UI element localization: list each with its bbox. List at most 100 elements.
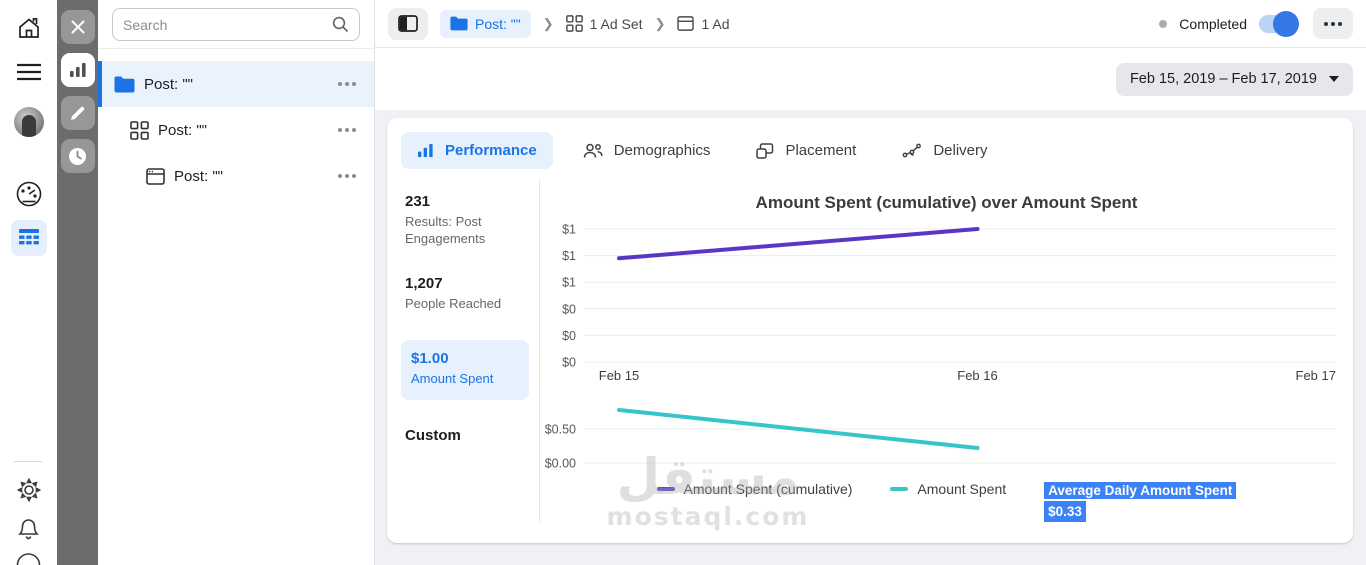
ad-set-grid-icon	[130, 120, 149, 140]
daily-spend-chart: $0.50 $0.00	[545, 407, 1336, 471]
metric-people-reached[interactable]: 1,207 People Reached	[405, 275, 527, 313]
rail-divider	[14, 461, 42, 462]
tree-item-campaign[interactable]: Post: ""	[98, 61, 374, 107]
search-input-box[interactable]	[112, 8, 360, 41]
help-icon[interactable]	[13, 547, 45, 565]
filter-bar: Feb 15, 2019 – Feb 17, 2019	[375, 48, 1366, 110]
breadcrumb-ad[interactable]: 1 Ad	[677, 15, 730, 32]
caret-down-icon	[1329, 76, 1339, 82]
pencil-icon[interactable]	[60, 96, 95, 130]
settings-gear-icon[interactable]	[13, 474, 45, 506]
breadcrumb-ad-label: 1 Ad	[701, 15, 730, 32]
dark-tool-rail	[57, 0, 98, 565]
more-options-icon[interactable]	[338, 82, 356, 86]
tree-item-ad[interactable]: Post: ""	[98, 153, 374, 199]
metric-value: 231	[405, 193, 431, 210]
tree-item-label: Post: ""	[158, 121, 207, 139]
menu-icon[interactable]	[13, 56, 45, 88]
svg-text:$0.50: $0.50	[545, 423, 576, 437]
svg-text:$0: $0	[562, 356, 576, 370]
main-content: Post: "" ❯ 1 Ad Set ❯ 1 Ad Completed	[375, 0, 1366, 565]
legend-dash-amount-spent	[890, 487, 909, 491]
breadcrumb-ad-set[interactable]: 1 Ad Set	[565, 15, 643, 32]
ads-table-icon[interactable]	[10, 220, 47, 256]
more-options-icon[interactable]	[338, 174, 356, 178]
status-label: Completed	[1179, 15, 1247, 32]
breadcrumb-campaign-label: Post: ""	[475, 15, 521, 32]
metric-results[interactable]: 231 Results: Post Engagements	[405, 193, 527, 248]
chevron-right-icon: ❯	[542, 15, 554, 31]
legend-dash-cumulative	[656, 487, 675, 491]
metric-value: Custom	[405, 426, 461, 444]
legend-label: Amount Spent (cumulative)	[683, 481, 853, 497]
cumulative-spend-chart: $1 $1 $1 $0 $0 $0 Feb 15 Feb 16 Feb 17	[562, 223, 1336, 383]
tree-item-label: Post: ""	[144, 75, 193, 93]
ad-frame-icon	[146, 167, 165, 185]
breadcrumb-bar: Post: "" ❯ 1 Ad Set ❯ 1 Ad Completed	[375, 0, 1366, 48]
search-header	[98, 0, 374, 49]
overlap-squares-icon	[756, 142, 774, 159]
legend-item-amount-spent[interactable]: Amount Spent	[890, 481, 1006, 497]
tab-label: Placement	[785, 142, 857, 159]
breadcrumb-campaign[interactable]: Post: ""	[440, 9, 531, 38]
search-input[interactable]	[123, 16, 324, 33]
tree-item-ad-set[interactable]: Post: ""	[98, 107, 374, 153]
metric-value: 1,207	[405, 274, 443, 292]
notifications-bell-icon[interactable]	[13, 511, 45, 543]
gauge-icon[interactable]	[13, 178, 45, 210]
tab-label: Performance	[445, 142, 537, 159]
completed-toggle[interactable]	[1259, 10, 1299, 37]
route-dots-icon	[902, 143, 922, 158]
campaign-folder-icon	[450, 16, 468, 31]
left-icon-rail	[0, 0, 57, 565]
date-range-picker[interactable]: Feb 15, 2019 – Feb 17, 2019	[1115, 62, 1353, 96]
svg-text:$0.00: $0.00	[545, 457, 576, 471]
tree-item-label: Post: ""	[174, 167, 223, 185]
annotation-title: Average Daily Amount Spent	[1044, 482, 1237, 499]
annotation-value: $0.33	[1044, 500, 1086, 523]
chart-legend: Amount Spent (cumulative) Amount Spent A…	[540, 481, 1353, 523]
chevron-right-icon: ❯	[654, 15, 666, 31]
chart-title: Amount Spent (cumulative) over Amount Sp…	[755, 193, 1138, 212]
home-icon[interactable]	[13, 12, 45, 44]
insights-card: Performance Demographics Placement	[387, 118, 1353, 543]
tab-demographics[interactable]: Demographics	[567, 132, 727, 169]
close-icon[interactable]	[60, 10, 95, 44]
svg-text:$1: $1	[562, 276, 576, 290]
average-daily-annotation: Average Daily Amount Spent $0.33	[1044, 481, 1237, 523]
bar-chart-icon[interactable]	[60, 53, 95, 87]
legend-item-cumulative[interactable]: Amount Spent (cumulative)	[656, 481, 853, 497]
svg-text:$0: $0	[562, 329, 576, 343]
panel-left-icon	[398, 15, 418, 32]
svg-text:$1: $1	[562, 223, 576, 237]
people-icon	[583, 143, 603, 158]
card-body: 231 Results: Post Engagements 1,207 Peop…	[401, 179, 1353, 523]
bar-chart-icon	[418, 143, 433, 158]
metric-custom[interactable]: Custom	[405, 427, 527, 444]
more-actions-button[interactable]	[1313, 8, 1353, 39]
panel-toggle-button[interactable]	[388, 7, 428, 40]
metric-label: People Reached	[405, 295, 502, 311]
tab-delivery[interactable]: Delivery	[886, 132, 1003, 169]
tab-label: Demographics	[613, 142, 711, 159]
campaign-folder-icon	[114, 76, 135, 92]
ad-frame-icon	[677, 16, 695, 31]
tab-performance[interactable]: Performance	[401, 132, 553, 169]
topbar-right-group: Completed	[1159, 8, 1353, 39]
user-avatar[interactable]	[13, 106, 45, 138]
metric-label: Amount Spent	[411, 370, 494, 386]
tab-placement[interactable]: Placement	[740, 132, 872, 169]
clock-icon[interactable]	[60, 139, 95, 173]
legend-label: Amount Spent	[917, 481, 1007, 497]
metric-amount-spent[interactable]: $1.00 Amount Spent	[401, 339, 529, 400]
more-options-icon[interactable]	[338, 128, 356, 132]
tab-label: Delivery	[933, 142, 988, 159]
campaign-tree: Post: "" Post: "" Post: ""	[98, 49, 374, 199]
campaign-tree-panel: Post: "" Post: "" Post: ""	[98, 0, 375, 565]
ad-set-grid-icon	[565, 15, 583, 32]
status-dot-icon	[1159, 19, 1168, 28]
metric-label: Results: Post Engagements	[405, 214, 486, 246]
search-icon	[332, 16, 349, 33]
svg-text:Feb 17: Feb 17	[1296, 368, 1336, 383]
